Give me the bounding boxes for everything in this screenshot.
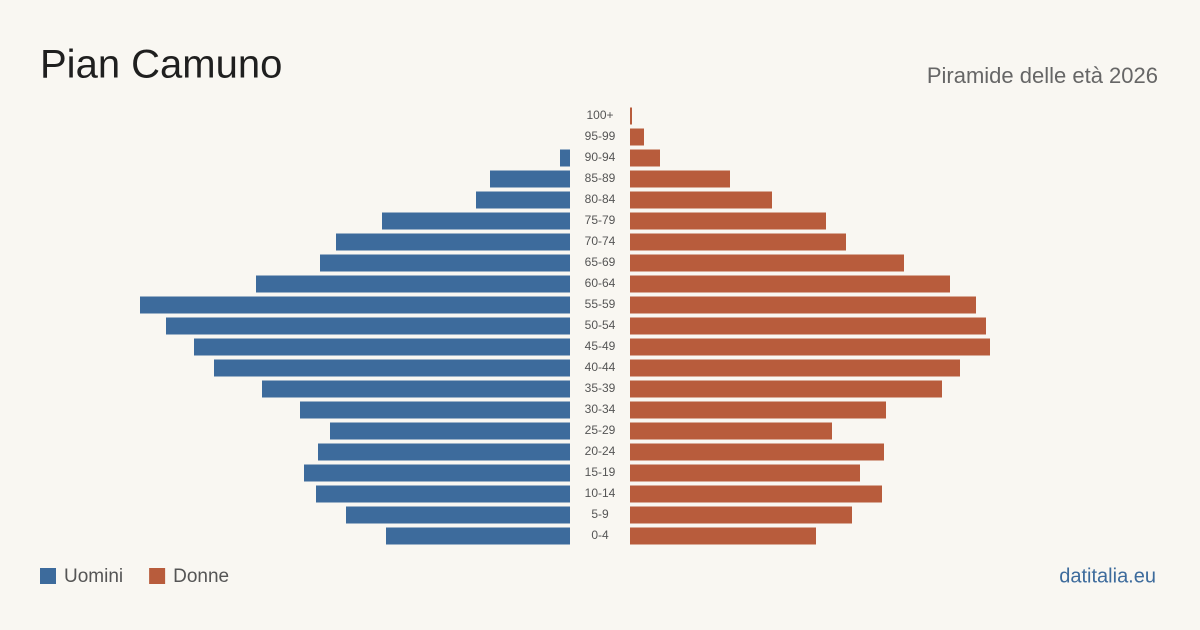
bar: [630, 338, 990, 356]
bar: [630, 380, 942, 398]
bar: [386, 527, 570, 545]
legend-label: Donne: [173, 566, 229, 587]
age-label: 70-74: [585, 234, 616, 248]
age-label: 30-34: [585, 402, 616, 416]
bar: [194, 338, 570, 356]
age-label: 60-64: [585, 276, 616, 290]
bar: [630, 170, 730, 188]
bar: [630, 464, 860, 482]
bar: [346, 506, 570, 524]
bar: [320, 254, 570, 272]
bar: [330, 422, 570, 440]
chart-subtitle: Piramide delle età 2026: [927, 63, 1158, 88]
bar: [166, 317, 570, 335]
bar: [630, 149, 660, 167]
bar: [256, 275, 570, 293]
bar: [630, 443, 884, 461]
bar: [630, 191, 772, 209]
bar: [490, 170, 570, 188]
age-label: 80-84: [585, 192, 616, 206]
age-label: 15-19: [585, 465, 616, 479]
bar: [300, 401, 570, 419]
bar: [630, 128, 644, 146]
bar: [630, 212, 826, 230]
age-label: 100+: [586, 108, 613, 122]
age-label: 55-59: [585, 297, 616, 311]
age-label: 45-49: [585, 339, 616, 353]
bar: [336, 233, 570, 251]
bar: [630, 254, 904, 272]
age-label: 85-89: [585, 171, 616, 185]
age-label: 5-9: [591, 507, 609, 521]
age-label: 20-24: [585, 444, 616, 458]
bar: [630, 359, 960, 377]
bar: [560, 149, 570, 167]
bar: [476, 191, 570, 209]
bar: [318, 443, 570, 461]
age-label: 65-69: [585, 255, 616, 269]
age-label: 40-44: [585, 360, 616, 374]
age-label: 95-99: [585, 129, 616, 143]
bar: [214, 359, 570, 377]
bar: [316, 485, 570, 503]
source: datitalia.eu: [1059, 565, 1156, 587]
age-label: 25-29: [585, 423, 616, 437]
bar: [630, 275, 950, 293]
age-label: 75-79: [585, 213, 616, 227]
bar: [630, 485, 882, 503]
age-label: 35-39: [585, 381, 616, 395]
bar: [630, 422, 832, 440]
bar: [382, 212, 570, 230]
bar: [630, 506, 852, 524]
bar: [630, 401, 886, 419]
legend-swatch: [40, 568, 56, 584]
bar: [630, 233, 846, 251]
bar: [630, 296, 976, 314]
legend-label: Uomini: [64, 566, 123, 587]
bar: [630, 107, 632, 125]
bar: [630, 317, 986, 335]
bar: [304, 464, 570, 482]
bar: [262, 380, 570, 398]
age-label: 10-14: [585, 486, 616, 500]
age-label: 0-4: [591, 528, 609, 542]
bar: [630, 527, 816, 545]
legend-swatch: [149, 568, 166, 584]
bar: [140, 296, 570, 314]
chart-title: Pian Camuno: [40, 43, 282, 87]
age-label: 90-94: [585, 150, 616, 164]
age-label: 50-54: [585, 318, 616, 332]
